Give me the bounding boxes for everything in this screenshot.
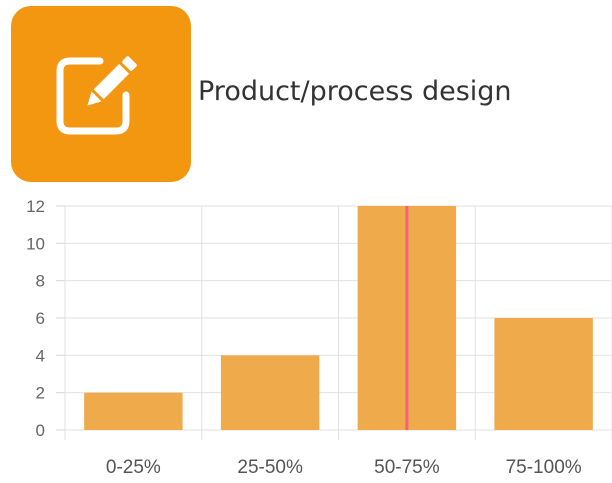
y-tick-label: 6 bbox=[36, 309, 45, 328]
x-tick-label: 75-100% bbox=[506, 457, 582, 478]
edit-square-icon bbox=[56, 56, 137, 135]
y-tick-label: 2 bbox=[36, 384, 45, 403]
bar-chart: 0 2 4 6 8 10 12 0-25% 25-50% 50-75% 75-100% bbox=[26, 197, 612, 478]
y-tick-label: 4 bbox=[36, 346, 45, 365]
header-icon-tile bbox=[11, 6, 191, 182]
y-tick-label: 8 bbox=[36, 272, 45, 291]
bar-25-50% bbox=[220, 355, 320, 430]
x-tick-label: 50-75% bbox=[374, 457, 440, 478]
y-tick-label: 0 bbox=[36, 421, 45, 440]
x-tick-label: 0-25% bbox=[106, 457, 161, 478]
y-tick-label: 10 bbox=[26, 234, 45, 253]
x-tick-label: 25-50% bbox=[237, 457, 303, 478]
bar-0-25% bbox=[84, 392, 183, 430]
y-tick-label: 12 bbox=[26, 197, 45, 216]
axes: 0 2 4 6 8 10 12 0-25% 25-50% 50-75% 75-100% bbox=[26, 197, 582, 478]
bar-75-100% bbox=[494, 318, 593, 430]
page-title: Product/process design bbox=[198, 76, 512, 107]
bars bbox=[84, 206, 593, 430]
